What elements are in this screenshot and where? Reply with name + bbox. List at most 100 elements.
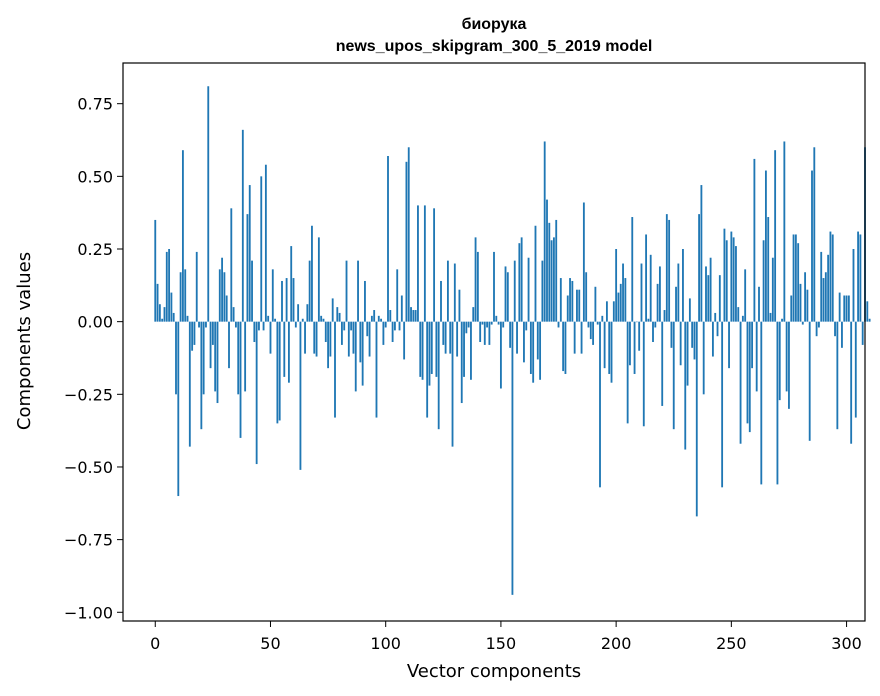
bar-139 (474, 237, 477, 322)
bar-115 (419, 321, 422, 377)
bar-58 (287, 321, 290, 383)
bar-229 (682, 249, 684, 322)
bar-241 (709, 257, 712, 322)
bar-295 (834, 321, 836, 337)
bar-9 (175, 321, 177, 395)
bar-162 (527, 257, 530, 322)
bar-103 (391, 321, 394, 342)
bar-78 (334, 321, 336, 418)
bar-258 (748, 321, 751, 433)
bar-117 (423, 205, 426, 322)
bar-40 (246, 214, 249, 322)
bar-73 (322, 318, 325, 322)
bar-274 (785, 321, 788, 392)
bar-185 (580, 321, 583, 354)
bar-70 (315, 321, 318, 357)
bar-209 (635, 321, 638, 323)
bar-195 (603, 321, 606, 369)
bar-112 (412, 310, 415, 322)
bar-224 (670, 321, 673, 348)
plot-frame (122, 62, 866, 622)
bar-231 (686, 321, 689, 386)
y-tick-label-3: −0.25 (64, 385, 113, 404)
bar-63 (299, 321, 302, 470)
bar-167 (539, 321, 542, 380)
bar-35 (234, 321, 237, 328)
bar-239 (705, 266, 707, 322)
bar-134 (463, 321, 465, 377)
bar-177 (562, 321, 565, 372)
bar-84 (347, 321, 350, 357)
bar-105 (396, 269, 399, 322)
bar-272 (781, 318, 783, 322)
bar-53 (276, 321, 279, 424)
bar-144 (486, 321, 489, 328)
bar-18 (195, 251, 198, 322)
bar-172 (550, 240, 553, 322)
bar-1 (156, 283, 159, 322)
y-tick-label-4: 0.00 (77, 313, 113, 332)
bar-72 (320, 315, 323, 322)
bar-96 (375, 321, 378, 418)
bar-252 (735, 246, 737, 322)
bar-140 (476, 251, 479, 322)
bar-182 (573, 321, 576, 354)
bar-114 (417, 205, 419, 322)
bar-170 (546, 199, 548, 322)
bar-202 (619, 283, 622, 322)
x-tick-label-100: 100 (370, 634, 401, 653)
bar-184 (578, 289, 581, 322)
bar-165 (534, 225, 537, 322)
bar-123 (437, 321, 440, 430)
bar-242 (711, 321, 714, 357)
bar-60 (292, 278, 295, 322)
bar-179 (566, 295, 569, 322)
bar-124 (440, 280, 442, 322)
bar-263 (760, 321, 763, 485)
bar-227 (677, 263, 680, 322)
bar-268 (771, 257, 774, 322)
bar-20 (200, 321, 203, 430)
bar-305 (857, 231, 860, 322)
bar-36 (237, 321, 240, 395)
x-tick-label-300: 300 (831, 634, 862, 653)
bar-113 (414, 310, 417, 322)
bar-26 (214, 321, 217, 392)
bar-266 (767, 217, 770, 322)
bar-269 (774, 150, 777, 322)
bar-181 (571, 280, 574, 322)
bar-135 (465, 321, 468, 334)
bar-30 (223, 272, 226, 322)
bar-183 (576, 289, 578, 322)
bar-66 (306, 304, 309, 322)
bar-310 (868, 318, 871, 322)
bar-50 (269, 321, 272, 354)
bar-39 (244, 321, 247, 392)
bar-287 (815, 321, 818, 337)
y-tick-label-2: −0.50 (64, 458, 113, 477)
bar-286 (813, 147, 816, 322)
bar-163 (529, 321, 532, 374)
bar-201 (617, 292, 620, 322)
bar-102 (389, 310, 392, 322)
bar-110 (407, 147, 410, 322)
bar-77 (331, 298, 334, 322)
bar-24 (209, 321, 212, 369)
bar-109 (405, 161, 408, 322)
bar-121 (433, 208, 436, 322)
bar-265 (764, 170, 767, 322)
x-tick-label-0: 0 (150, 634, 160, 653)
bar-69 (313, 321, 316, 354)
bar-41 (248, 185, 251, 322)
bar-271 (778, 321, 781, 401)
bar-232 (688, 298, 691, 322)
bar-255 (741, 315, 744, 322)
bar-37 (239, 321, 242, 438)
bar-211 (640, 263, 643, 322)
bar-166 (536, 321, 539, 360)
bar-62 (297, 304, 300, 322)
bar-294 (831, 234, 834, 322)
bar-207 (631, 217, 634, 322)
bar-276 (790, 295, 793, 322)
bar-137 (470, 321, 472, 380)
